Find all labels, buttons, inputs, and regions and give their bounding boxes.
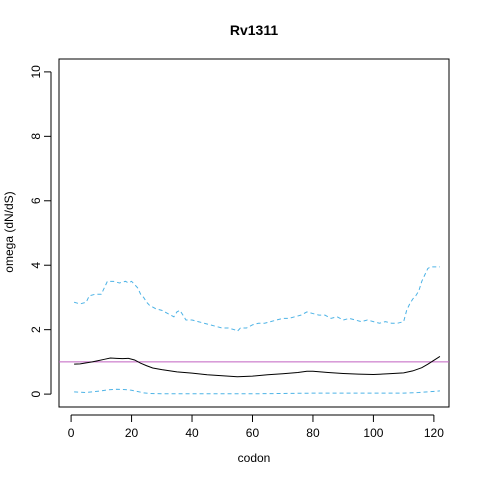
y-tick-label: 10 <box>29 65 43 79</box>
x-tick-label: 120 <box>424 426 444 440</box>
series-line-upper-bound <box>73 266 440 332</box>
x-tick-label: 100 <box>363 426 383 440</box>
x-tick-label: 60 <box>246 426 260 440</box>
series-line-estimate <box>74 355 441 378</box>
plot-frame <box>58 58 450 408</box>
y-tick-label: 4 <box>29 262 43 269</box>
x-tick-label: 40 <box>185 426 199 440</box>
x-tick-label: 80 <box>306 426 320 440</box>
x-tick-label: 20 <box>125 426 139 440</box>
x-tick-label: 0 <box>68 426 75 440</box>
y-axis-label: omega (dN/dS) <box>2 191 16 272</box>
series-line-lower-bound <box>74 388 440 395</box>
y-tick-label: 8 <box>29 133 43 140</box>
y-tick-label: 2 <box>29 326 43 333</box>
plot-area: 0 20 40 60 80 100 120 0 2 4 6 8 10 <box>29 58 450 440</box>
chart-title: Rv1311 <box>230 22 278 38</box>
y-tick-label: 6 <box>29 197 43 204</box>
x-axis-label: codon <box>238 451 271 465</box>
y-tick-label: 0 <box>29 390 43 397</box>
